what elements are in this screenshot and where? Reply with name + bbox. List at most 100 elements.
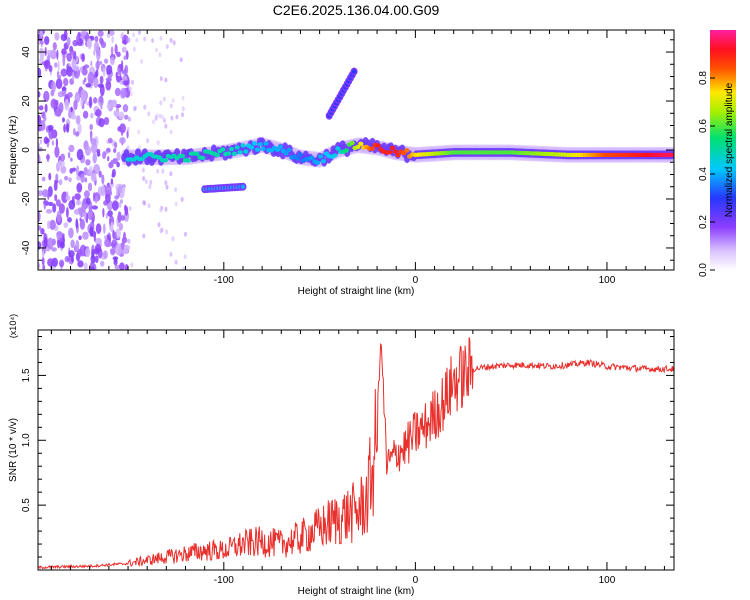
noise-blob xyxy=(38,225,42,231)
y-tick-label: -40 xyxy=(21,240,32,255)
noise-blob xyxy=(158,52,162,58)
noise-blob xyxy=(102,66,106,77)
noise-blob xyxy=(120,199,123,204)
noise-blob xyxy=(66,191,69,201)
noise-blob xyxy=(76,148,84,161)
noise-blob xyxy=(92,153,97,164)
noise-blob xyxy=(48,172,52,181)
noise-blob xyxy=(162,96,166,102)
ridge-point xyxy=(237,150,243,155)
snr-marks xyxy=(38,337,674,570)
snr-y-axis-label: SNR (10 * v/v) xyxy=(8,418,19,482)
noise-blob xyxy=(79,244,87,257)
y-tick-label: 0.5 xyxy=(21,498,32,512)
x-tick-label: 0 xyxy=(413,575,419,586)
noise-blob xyxy=(84,77,87,82)
noise-blob xyxy=(38,146,43,152)
noise-blob xyxy=(128,116,131,122)
ridge-point xyxy=(274,147,281,152)
noise-blob xyxy=(51,257,58,267)
noise-blob xyxy=(114,87,121,97)
noise-blob xyxy=(112,200,119,211)
noise-blob xyxy=(47,220,51,230)
noise-blob xyxy=(116,51,121,57)
noise-blob xyxy=(94,111,100,116)
noise-blob xyxy=(56,49,59,60)
colorbar-label: Normalized spectral amplitude xyxy=(724,82,735,217)
noise-blob xyxy=(99,75,104,85)
noise-blob xyxy=(83,190,90,199)
noise-blob xyxy=(91,266,95,270)
noise-blob xyxy=(63,123,66,133)
noise-blob xyxy=(67,217,72,223)
noise-blob xyxy=(157,222,161,228)
noise-blob xyxy=(97,83,104,88)
noise-blob xyxy=(159,207,163,213)
ridge-point xyxy=(277,144,283,149)
noise-blob xyxy=(44,103,48,113)
noise-blob xyxy=(69,45,74,54)
noise-blob xyxy=(85,159,91,166)
ridge-point xyxy=(358,141,364,146)
noise-blob xyxy=(79,217,82,222)
noise-blob xyxy=(38,115,42,125)
noise-blob xyxy=(147,111,151,117)
noise-blob xyxy=(45,208,53,214)
noise-blob xyxy=(142,233,146,239)
colorbar-tick-label: 0.0 xyxy=(698,263,709,277)
noise-blob xyxy=(122,80,129,86)
noise-blob xyxy=(66,207,69,218)
ridge-point xyxy=(309,155,315,160)
ridge-point xyxy=(386,150,393,155)
noise-blob xyxy=(163,118,166,123)
noise-blob xyxy=(43,90,50,102)
noise-blob xyxy=(114,231,117,240)
ridge-point xyxy=(243,149,249,154)
noise-blob xyxy=(114,195,119,200)
noise-blob xyxy=(55,78,63,90)
noise-blob xyxy=(140,59,144,64)
ridge-point xyxy=(671,152,674,158)
noise-blob xyxy=(114,44,118,55)
noise-blob xyxy=(127,238,131,244)
noise-blob xyxy=(66,36,71,47)
x-tick-label: 100 xyxy=(599,575,616,586)
noise-blob xyxy=(44,36,50,45)
ridge-point xyxy=(320,158,326,164)
noise-blob xyxy=(126,145,130,151)
noise-blob xyxy=(131,79,134,85)
noise-blob xyxy=(104,239,110,247)
noise-blob xyxy=(120,87,128,98)
noise-blob xyxy=(170,115,174,121)
noise-blob xyxy=(98,170,102,178)
noise-blob xyxy=(99,95,104,104)
noise-blob xyxy=(54,109,62,117)
noise-blob xyxy=(181,112,184,118)
noise-blob xyxy=(73,99,78,111)
snr-multiplier-label: (x10⁴) xyxy=(8,314,18,338)
spectrogram-y-axis-label: Frequency (Hz) xyxy=(8,116,19,185)
colorbar-tick-label: 0.6 xyxy=(698,119,709,133)
noise-blob xyxy=(56,210,62,223)
noise-blob xyxy=(96,151,101,157)
noise-blob xyxy=(127,37,131,43)
noise-blob xyxy=(164,206,168,212)
noise-blob xyxy=(138,30,141,35)
colorbar-tick-label: 0.4 xyxy=(698,167,709,181)
noise-blob xyxy=(159,35,163,41)
noise-blob xyxy=(41,176,46,182)
noise-blob xyxy=(100,260,105,267)
noise-blob xyxy=(51,247,57,252)
noise-blob xyxy=(93,77,99,89)
x-tick-label: -100 xyxy=(214,275,234,286)
noise-blob xyxy=(122,185,126,195)
noise-blob xyxy=(169,171,173,177)
noise-blob xyxy=(124,114,129,120)
ridge-point xyxy=(355,144,361,150)
noise-blob xyxy=(83,262,88,270)
y-tick-label: 1.5 xyxy=(21,368,32,382)
noise-blob xyxy=(62,117,65,123)
noise-blob xyxy=(110,221,114,232)
noise-blob xyxy=(60,153,66,162)
